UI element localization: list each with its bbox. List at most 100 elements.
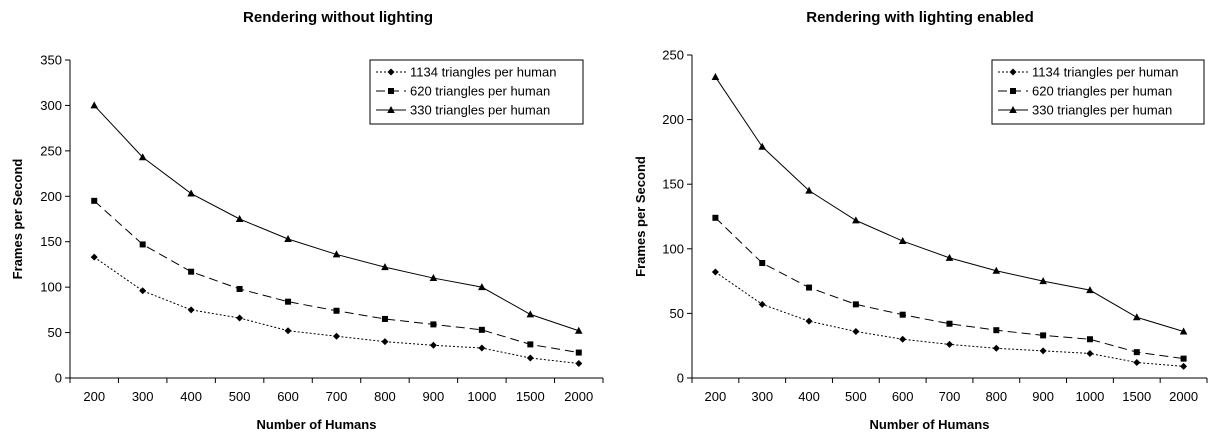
y-axis-label: Frames per Second	[10, 159, 25, 280]
data-point	[712, 214, 719, 221]
data-point	[91, 197, 98, 204]
x-tick-label: 600	[892, 389, 914, 404]
data-point	[139, 287, 147, 295]
data-point	[381, 263, 389, 271]
y-tick-label: 200	[662, 112, 684, 127]
data-point	[527, 341, 534, 348]
x-tick-label: 500	[845, 389, 867, 404]
data-point	[138, 153, 147, 161]
y-tick-label: 50	[48, 325, 62, 340]
data-point	[478, 283, 486, 291]
data-point	[333, 307, 340, 314]
chart-1: Rendering without lighting 0 50 100 150 200 25…	[10, 9, 604, 432]
chart-title: Rendering with lighting enabled	[806, 9, 1034, 26]
x-tick-label: 300	[132, 389, 154, 404]
x-tick-label: 900	[423, 389, 445, 404]
data-point	[236, 314, 244, 322]
data-point	[946, 320, 953, 327]
data-point	[381, 338, 389, 346]
data-point	[430, 321, 437, 328]
legend-entry: 620 triangles per human	[1032, 84, 1172, 99]
y-axis-label: Frames per Second	[633, 156, 648, 277]
y-tick-label: 150	[662, 177, 684, 192]
x-tick-label: 900	[1032, 389, 1054, 404]
data-point	[284, 327, 292, 335]
x-tick-label: 300	[751, 389, 773, 404]
data-point	[1179, 327, 1188, 335]
data-point	[429, 274, 438, 282]
y-tick-label: 0	[677, 371, 684, 386]
series-line	[93, 256, 579, 364]
y-tick-label: 150	[40, 234, 62, 249]
x-tick-label: 2000	[1169, 389, 1198, 404]
data-point	[575, 349, 582, 356]
chart-title: Rendering without lighting	[243, 9, 433, 26]
x-tick-label: 800	[374, 389, 396, 404]
x-axis-label: Number of Humans	[257, 417, 377, 432]
y-tick-label: 300	[40, 98, 62, 113]
data-point	[1086, 349, 1094, 357]
data-point	[1132, 313, 1141, 321]
data-point	[429, 341, 437, 349]
data-point	[758, 300, 766, 308]
x-tick-label: 1000	[467, 389, 496, 404]
x-tick-label: 800	[985, 389, 1007, 404]
x-axis-label: Number of Humans	[870, 417, 990, 432]
data-point	[852, 327, 860, 335]
data-point	[993, 327, 1000, 334]
data-point	[806, 284, 813, 291]
data-point	[1039, 347, 1047, 355]
x-tick-label: 1500	[1122, 389, 1151, 404]
series-1	[711, 268, 1188, 370]
legend-marker	[387, 68, 395, 76]
x-tick-label: 500	[229, 389, 251, 404]
data-point	[139, 241, 146, 248]
legend-marker	[388, 88, 394, 94]
series-line	[93, 105, 579, 332]
x-tick-label: 1500	[516, 389, 545, 404]
data-point	[478, 326, 485, 333]
series-line	[93, 200, 579, 354]
y-tick-label: 250	[662, 48, 684, 63]
data-point	[1180, 355, 1187, 362]
data-point	[187, 306, 195, 314]
legend-entry: 330 triangles per human	[410, 103, 550, 118]
data-point	[90, 253, 98, 261]
legend-entry: 1134 triangles per human	[1032, 65, 1178, 80]
y-tick-label: 50	[670, 306, 684, 321]
data-point	[1039, 277, 1047, 285]
data-point	[285, 298, 292, 305]
data-point	[332, 250, 341, 258]
legend-entry: 1134 triangles per human	[410, 65, 556, 80]
data-point	[526, 354, 534, 362]
data-point	[381, 315, 388, 322]
legend-box	[991, 59, 1205, 125]
series-line	[715, 217, 1184, 360]
data-point	[992, 266, 1001, 274]
legend-marker	[1009, 68, 1017, 76]
data-point	[852, 301, 859, 308]
data-point	[187, 189, 195, 197]
data-point	[333, 332, 340, 340]
data-point	[992, 344, 1000, 352]
x-tick-label: 400	[180, 389, 202, 404]
series-3	[90, 101, 583, 334]
series-2	[91, 197, 582, 356]
data-point	[574, 326, 583, 334]
data-point	[236, 285, 243, 292]
y-tick-label: 100	[662, 241, 684, 256]
legend-marker	[1010, 88, 1016, 94]
data-point	[805, 186, 813, 194]
data-point	[898, 237, 907, 245]
data-point	[1086, 286, 1094, 294]
data-point	[1040, 332, 1047, 339]
data-point	[235, 215, 244, 222]
legend: 1134 triangles per human 620 triangles pe…	[991, 59, 1205, 125]
series-3	[711, 72, 1188, 335]
x-tick-label: 400	[798, 389, 820, 404]
y-tick-label: 100	[40, 280, 62, 295]
y-tick-label: 350	[40, 53, 62, 68]
legend-marker	[387, 106, 395, 113]
data-point	[899, 335, 907, 343]
